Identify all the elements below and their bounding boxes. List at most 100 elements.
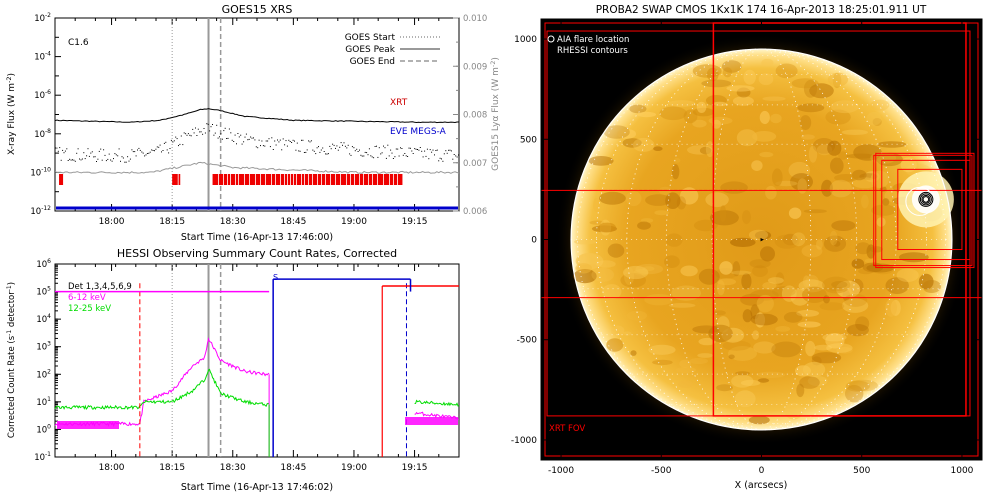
goes-short-channel-point (148, 152, 150, 154)
disk-feature (726, 85, 755, 92)
goes-short-channel-point (333, 144, 335, 146)
disk-feature (701, 79, 732, 88)
goes-short-channel-point (80, 159, 82, 161)
y-tick-exp: -10 (41, 166, 51, 173)
swap-legend-symbol (547, 46, 555, 54)
goes-short-channel-point (431, 151, 433, 153)
goes-short-channel-point (301, 139, 302, 141)
disk-feature (758, 73, 774, 86)
disk-feature (599, 191, 626, 205)
goes-short-channel-point (87, 148, 89, 150)
goes-short-channel-point (57, 150, 59, 152)
disk-feature (803, 209, 827, 214)
disk-feature (607, 243, 625, 258)
y-tick-base: 10 (34, 91, 45, 101)
disk-feature (712, 119, 721, 129)
disk-feature (728, 354, 735, 360)
disk-feature (848, 379, 878, 392)
goes-short-channel-point (199, 131, 201, 133)
y-tick-exp: 5 (47, 286, 51, 293)
disk-feature (872, 118, 882, 126)
disk-feature (829, 179, 852, 198)
goes-short-channel-point (288, 139, 290, 141)
disk-feature (866, 244, 876, 259)
disk-feature (821, 179, 833, 197)
disk-feature (708, 116, 733, 125)
y-tick-base: 10 (30, 207, 41, 217)
goes-short-channel-point (72, 159, 73, 161)
disk-feature (730, 237, 756, 247)
disk-feature (759, 110, 770, 125)
goes-short-channel-point (330, 148, 332, 150)
y2-tick-label: 0.006 (463, 207, 487, 217)
disk-feature (689, 357, 708, 365)
goes-short-channel-point (374, 146, 376, 147)
goes-short-channel-point (405, 155, 407, 157)
goes-short-channel-point (228, 128, 230, 130)
goes-short-channel-point (446, 152, 448, 154)
disk-feature (825, 109, 851, 125)
y2-tick-label: 0.009 (463, 62, 487, 72)
disk-feature (754, 312, 766, 328)
disk-feature (654, 210, 669, 216)
disk-feature (833, 240, 841, 247)
disk-feature (611, 325, 625, 336)
goes-short-channel-point (217, 137, 219, 139)
disk-feature (708, 324, 733, 343)
goes-y2-axis: 0.006 0.007 0.008 0.009 0.010 (453, 14, 487, 217)
goes-short-channel-point (254, 139, 256, 141)
y-tick-label: 102 (36, 368, 51, 380)
goes-short-channel-point (448, 149, 450, 151)
goes-short-channel-point (401, 148, 403, 149)
swap-y-tick-label: 0 (531, 236, 537, 246)
goes-short-channel-point (238, 136, 240, 138)
goes-short-channel-point (332, 143, 334, 145)
goes-short-channel-point (329, 145, 331, 147)
y-tick-exp: 1 (47, 396, 51, 403)
disk-feature (697, 353, 713, 358)
goes-short-channel-point (439, 157, 441, 159)
y-tick-exp: 6 (47, 258, 51, 265)
goes-short-channel-point (449, 149, 451, 151)
disk-feature (825, 333, 845, 349)
goes-short-channel-point (151, 149, 153, 151)
goes-short-channel-point (402, 154, 404, 156)
y-tick-base: 10 (36, 370, 47, 380)
goes-short-channel-point (122, 157, 124, 159)
goes-short-channel-point (318, 146, 319, 148)
longitude-line (626, 48, 897, 431)
goes-short-channel-point (299, 150, 301, 152)
disk-feature (855, 316, 870, 332)
goes-short-channel-point (335, 147, 336, 149)
disk-feature (765, 185, 777, 200)
disk-feature (762, 96, 786, 102)
swap-x-tick-label: 500 (853, 466, 870, 476)
disk-feature (782, 233, 798, 246)
goes-short-channel-point (190, 135, 192, 137)
xrt-annotation: XRT (390, 98, 408, 108)
disk-feature (802, 361, 826, 378)
hessi-x-label: Start Time (16-Apr-13 17:46:02) (181, 482, 333, 493)
goes-short-channel-point (83, 152, 85, 154)
disk-feature (679, 359, 691, 368)
disk-feature (756, 371, 786, 378)
goes-short-channel-point (452, 158, 454, 160)
goes-short-channel-point (69, 158, 71, 160)
swap-y-tick-label: 500 (520, 135, 537, 145)
goes-short-channel-point (175, 136, 177, 138)
disk-feature (671, 285, 701, 301)
goes-short-channel-point (161, 151, 162, 153)
goes-short-channel-point (152, 150, 154, 151)
goes-short-channel-point (204, 132, 206, 134)
disk-feature (918, 273, 934, 290)
hessi-decimation-block (57, 421, 119, 429)
goes-short-channel-point (237, 133, 239, 134)
disk-feature (861, 194, 869, 209)
goes-short-channel-point (445, 150, 447, 152)
swap-x-tick-label: -1000 (548, 466, 574, 476)
disk-feature (752, 330, 760, 340)
disk-feature (836, 347, 853, 354)
goes-short-channel-point (432, 149, 434, 151)
goes-short-channel-point (370, 155, 372, 157)
goes-short-channel-point (186, 134, 188, 136)
